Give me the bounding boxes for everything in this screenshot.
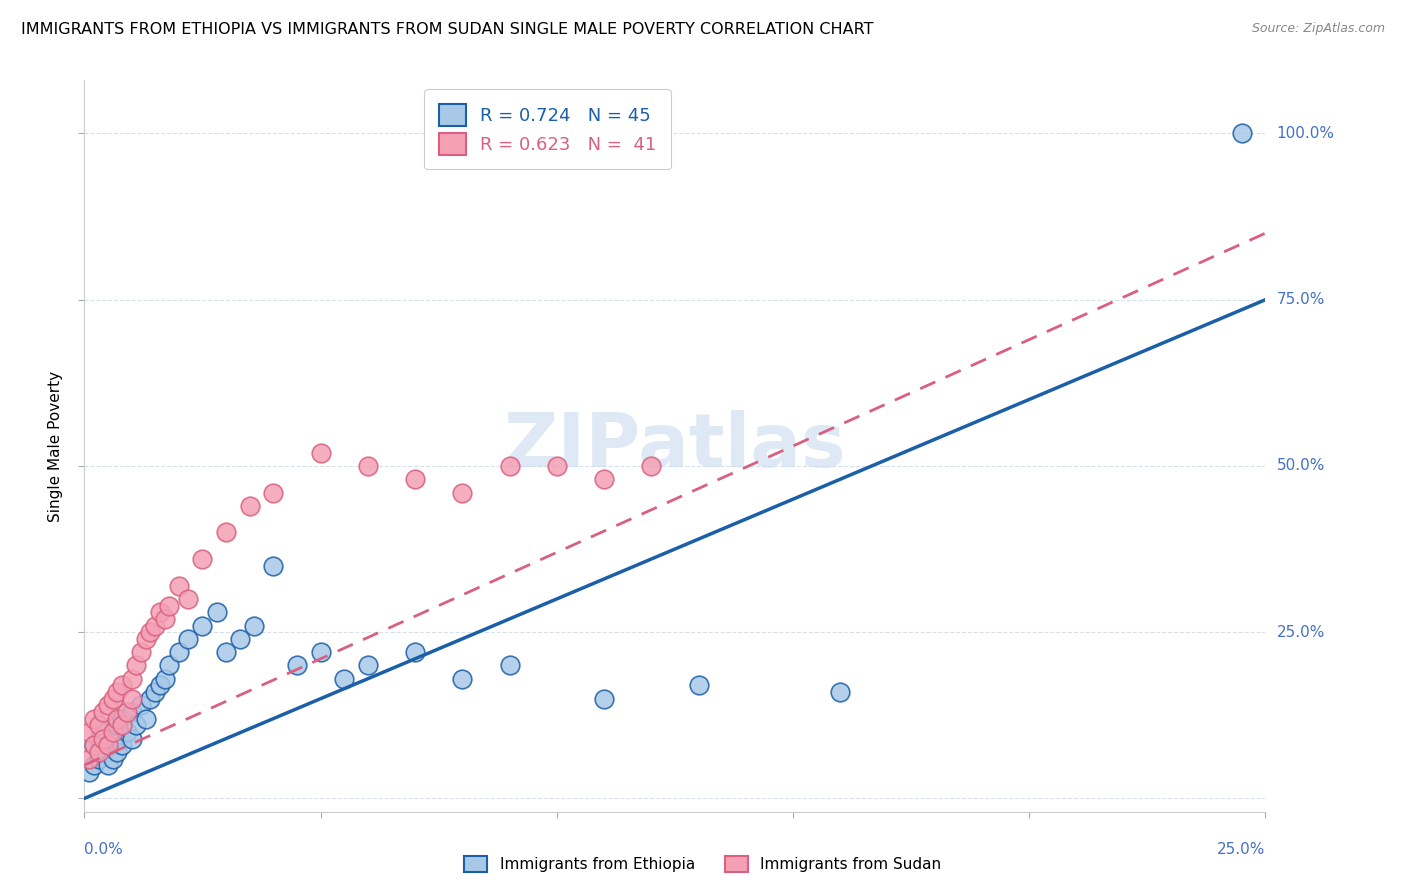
Point [115, 705, 138, 719]
Point [546, 458, 568, 473]
Point [404, 472, 426, 486]
Point [830, 685, 852, 699]
Point [167, 579, 190, 593]
Point [135, 712, 157, 726]
Text: 25.0%: 25.0% [1218, 842, 1265, 857]
Point [153, 672, 176, 686]
Point [97, 758, 120, 772]
Point [404, 645, 426, 659]
Point [83, 738, 105, 752]
Point [139, 691, 162, 706]
Point [215, 645, 238, 659]
Point [77, 725, 100, 739]
Point [135, 632, 157, 646]
Point [111, 712, 134, 726]
Point [107, 745, 129, 759]
Point [309, 645, 332, 659]
Point [125, 718, 148, 732]
Point [593, 691, 616, 706]
Point [111, 738, 134, 752]
Point [149, 678, 172, 692]
Point [143, 618, 166, 632]
Point [640, 458, 662, 473]
Point [101, 725, 124, 739]
Point [111, 678, 134, 692]
Text: 25.0%: 25.0% [1277, 624, 1324, 640]
Point [157, 599, 180, 613]
Point [229, 632, 252, 646]
Point [498, 458, 520, 473]
Point [87, 718, 110, 732]
Point [121, 731, 143, 746]
Point [83, 712, 105, 726]
Point [309, 445, 332, 459]
Point [87, 751, 110, 765]
Point [111, 718, 134, 732]
Point [451, 485, 474, 500]
Point [167, 645, 190, 659]
Point [498, 658, 520, 673]
Point [1230, 127, 1253, 141]
Point [205, 605, 228, 619]
Point [191, 552, 214, 566]
Point [149, 605, 172, 619]
Point [101, 731, 124, 746]
Point [97, 698, 120, 713]
Point [91, 725, 114, 739]
Point [139, 625, 162, 640]
Point [101, 751, 124, 765]
Point [177, 591, 200, 606]
Point [91, 731, 114, 746]
Text: 100.0%: 100.0% [1277, 126, 1334, 141]
Point [87, 731, 110, 746]
Point [157, 658, 180, 673]
Point [593, 472, 616, 486]
Point [177, 632, 200, 646]
Point [121, 705, 143, 719]
Point [262, 485, 284, 500]
Point [129, 645, 152, 659]
Point [143, 685, 166, 699]
Point [357, 658, 380, 673]
Point [153, 612, 176, 626]
Point [262, 558, 284, 573]
Point [333, 672, 356, 686]
Text: IMMIGRANTS FROM ETHIOPIA VS IMMIGRANTS FROM SUDAN SINGLE MALE POVERTY CORRELATIO: IMMIGRANTS FROM ETHIOPIA VS IMMIGRANTS F… [21, 22, 873, 37]
Legend: Immigrants from Ethiopia, Immigrants from Sudan: Immigrants from Ethiopia, Immigrants fro… [457, 848, 949, 880]
Point [87, 745, 110, 759]
Text: ZIPatlas: ZIPatlas [503, 409, 846, 483]
Y-axis label: Single Male Poverty: Single Male Poverty [48, 370, 63, 522]
Text: 50.0%: 50.0% [1277, 458, 1324, 474]
Text: 75.0%: 75.0% [1277, 293, 1324, 307]
Text: 0.0%: 0.0% [84, 842, 124, 857]
Point [77, 764, 100, 779]
Point [91, 745, 114, 759]
Point [125, 658, 148, 673]
Point [121, 672, 143, 686]
Point [107, 718, 129, 732]
Point [91, 705, 114, 719]
Point [77, 751, 100, 765]
Point [239, 499, 262, 513]
Legend: R = 0.724   N = 45, R = 0.623   N =  41: R = 0.724 N = 45, R = 0.623 N = 41 [425, 89, 671, 169]
Point [83, 758, 105, 772]
Point [107, 712, 129, 726]
Text: Source: ZipAtlas.com: Source: ZipAtlas.com [1251, 22, 1385, 36]
Point [97, 738, 120, 752]
Point [215, 525, 238, 540]
Point [357, 458, 380, 473]
Point [83, 738, 105, 752]
Point [107, 685, 129, 699]
Point [243, 618, 266, 632]
Point [451, 672, 474, 686]
Point [121, 691, 143, 706]
Point [115, 725, 138, 739]
Point [688, 678, 710, 692]
Point [191, 618, 214, 632]
Point [97, 738, 120, 752]
Point [129, 698, 152, 713]
Point [101, 691, 124, 706]
Point [285, 658, 308, 673]
